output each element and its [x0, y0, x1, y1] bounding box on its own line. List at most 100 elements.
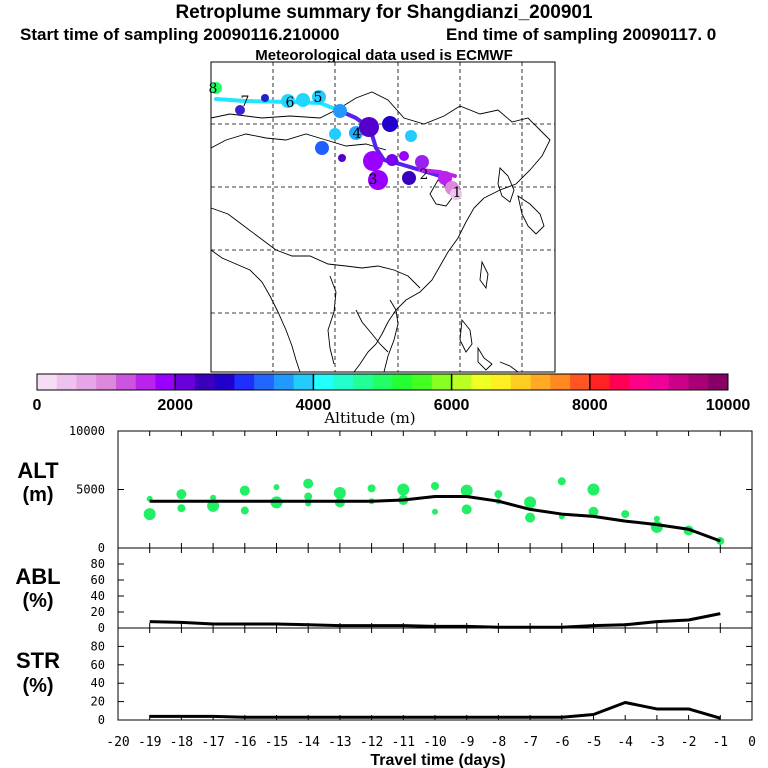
colorbar-cell	[254, 374, 275, 390]
colorbar-cell	[194, 374, 216, 390]
colorbar-cell	[76, 374, 97, 390]
colorbar-cell	[135, 374, 156, 390]
traj-label: 1	[453, 185, 462, 201]
map-frame	[210, 61, 556, 373]
colorbar-cell	[609, 374, 630, 390]
alt-cluster-point	[207, 499, 220, 512]
x-tick-label: -9	[459, 735, 475, 750]
alt-cluster-point	[304, 492, 313, 501]
alt-panel: ALT(m) 10000 5000 0	[17, 424, 753, 555]
str-label: STR	[16, 648, 60, 673]
colorbar-cell	[313, 374, 334, 390]
alt-cluster-point	[557, 477, 566, 486]
alt-cluster-point	[176, 489, 187, 500]
colorbar-cell	[273, 374, 295, 390]
trajectory-day-labels: 8 7 6 5 4 3 2 1	[209, 81, 462, 201]
x-tick-label: -8	[491, 735, 507, 750]
page-title: Retroplume summary for Shangdianzi_20090…	[175, 2, 593, 23]
trajectory-clusters	[210, 82, 462, 200]
abl-ytick-label: 0	[98, 621, 105, 635]
str-frame	[117, 627, 753, 721]
str-ytick-label: 20	[91, 695, 105, 709]
abl-ytick-label: 60	[91, 573, 105, 587]
x-tick-label: -13	[328, 735, 351, 750]
alt-cluster-point	[494, 490, 503, 499]
colorbar-title: Altitude (m)	[323, 409, 415, 427]
x-tick-label: -12	[360, 735, 383, 750]
colorbar-cell	[293, 374, 314, 390]
alt-label: ALT	[17, 458, 59, 483]
colorbar-cell	[550, 374, 571, 390]
alt-cluster-point	[333, 487, 346, 500]
traj-label: 5	[314, 90, 323, 106]
colorbar-tick-label: 2000	[157, 397, 193, 414]
alt-ytick-label: 10000	[69, 424, 105, 438]
traj-label: 2	[420, 167, 429, 183]
alt-cluster-point	[653, 515, 660, 522]
x-tick-label: -11	[392, 735, 415, 750]
x-tick-label: -15	[265, 735, 288, 750]
colorbar-cell	[56, 374, 77, 390]
met-data-label: Meteorological data used is ECMWF	[255, 47, 513, 64]
colorbar-cell	[530, 374, 551, 390]
colorbar-cell	[708, 374, 729, 390]
x-tick-label: -10	[423, 735, 446, 750]
colorbar: 0 2000 4000 6000 8000 10000 Altitude (m)	[33, 373, 751, 427]
alt-cluster-point	[143, 508, 156, 521]
colorbar-tick-label: 10000	[706, 397, 751, 414]
x-tick-label: -19	[138, 735, 161, 750]
time-series-panels: ALT(m)1000050000ABL(%)806040200STR(%)806…	[15, 424, 756, 768]
start-time-label: Start time of sampling 20090116.210000	[20, 25, 340, 44]
x-tick-label: -3	[649, 735, 665, 750]
x-tick-label: -14	[296, 735, 320, 750]
colorbar-cell	[96, 374, 117, 390]
str-ytick-label: 80	[91, 639, 105, 653]
x-tick-label: -2	[681, 735, 697, 750]
colorbar-cell	[412, 374, 433, 390]
colorbar-cell	[333, 374, 354, 390]
colorbar-frame	[36, 373, 729, 391]
alt-cluster-point	[367, 484, 376, 493]
x-tick-label: -6	[554, 735, 570, 750]
x-tick-label: 0	[748, 735, 756, 750]
alt-cluster-point	[460, 484, 473, 497]
traj-label: 7	[241, 94, 250, 110]
colorbar-cell	[451, 374, 472, 390]
str-unit-label: (%)	[22, 675, 53, 697]
colorbar-cell	[37, 374, 58, 390]
traj-label: 6	[286, 95, 295, 111]
str-panel: STR(%) 80 60 40 20 0	[16, 627, 753, 727]
colorbar-cell	[155, 374, 176, 390]
colorbar-cell	[392, 374, 413, 390]
x-tick-label: -1	[712, 735, 728, 750]
abl-unit-label: (%)	[22, 590, 53, 612]
x-tick-label: -16	[233, 735, 256, 750]
alt-cluster-point	[461, 504, 472, 515]
colorbar-cell	[431, 374, 453, 390]
str-ytick-label: 0	[98, 713, 105, 727]
colorbar-cell	[668, 374, 690, 390]
alt-cluster-point	[588, 506, 599, 517]
traj-label: 8	[209, 81, 218, 97]
alt-cluster-point	[397, 483, 410, 496]
alt-cluster-point	[621, 510, 630, 519]
colorbar-tick-label: 8000	[572, 397, 608, 414]
x-tick-label: -18	[170, 735, 193, 750]
alt-unit-label: (m)	[22, 484, 53, 506]
colorbar-cell	[649, 374, 670, 390]
traj-label: 3	[369, 172, 378, 188]
x-axis-title: Travel time (days)	[370, 752, 505, 768]
colorbar-cell	[352, 374, 374, 390]
x-tick-label: -7	[522, 735, 538, 750]
abl-panel: ABL(%) 80 60 40 20 0	[15, 547, 753, 635]
colorbar-tick-label: 6000	[434, 397, 470, 414]
alt-series-line	[149, 495, 721, 543]
x-tick-label: -20	[106, 735, 129, 750]
x-axis: -20 -19 -18 -17 -16 -15 -14 -13 -12 -11 -10 -9 -8 -7-…	[106, 735, 756, 768]
colorbar-cell	[629, 374, 650, 390]
abl-ytick-label: 80	[91, 557, 105, 571]
x-tick-label: -4	[617, 735, 633, 750]
colorbar-cells	[37, 374, 729, 390]
alt-cluster-point	[273, 484, 280, 491]
alt-ytick-label: 5000	[76, 483, 105, 497]
